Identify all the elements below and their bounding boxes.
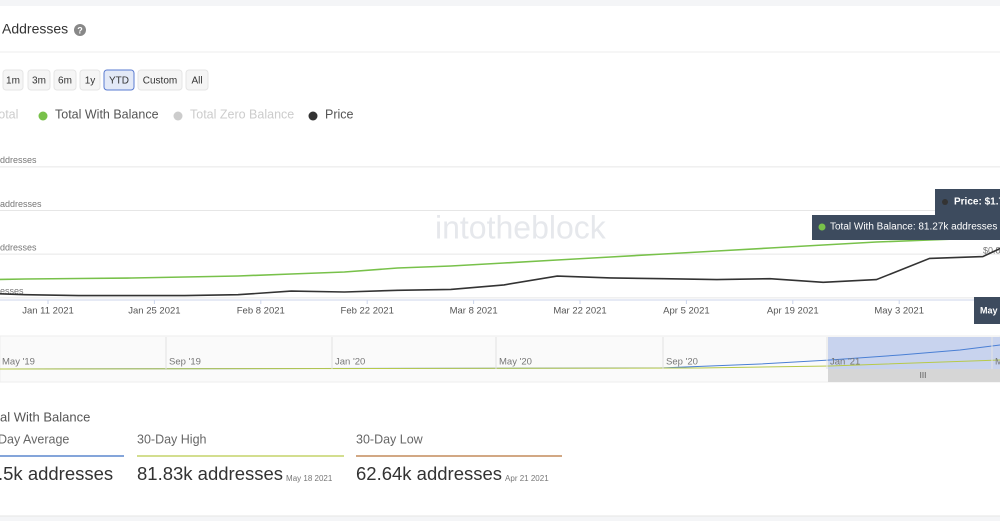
navigator-selection[interactable] [828, 337, 1000, 369]
series-line [0, 236, 1000, 281]
x-tick-label: Mar 22 2021 [553, 306, 606, 317]
navigator-scrollbar[interactable] [828, 369, 1000, 382]
help-icon[interactable] [74, 24, 86, 36]
navigator-line [0, 359, 1000, 370]
navigator-label: May '20 [499, 357, 532, 368]
crosshair-label-box [974, 297, 1000, 324]
navigator-label: Sep '19 [169, 357, 201, 368]
stat-value: .5k addresses [0, 463, 113, 484]
y-tick-label: ddresses [0, 155, 37, 165]
range-button-label: All [191, 76, 202, 87]
legend-label[interactable]: Total With Balance [55, 107, 159, 121]
range-button[interactable] [2, 69, 24, 91]
panel [0, 6, 1000, 516]
x-tick-label: Apr 5 2021 [663, 306, 709, 317]
x-tick-label: Jan 11 2021 [22, 306, 74, 317]
legend-label[interactable]: Total [0, 107, 18, 121]
legend-label[interactable]: Price [325, 107, 354, 121]
stat-label: 30-Day High [137, 432, 207, 446]
crosshair-label: May [980, 305, 998, 315]
tooltip-dot [818, 223, 826, 231]
legend-dot[interactable] [308, 111, 318, 121]
range-button-label: 1y [85, 76, 96, 87]
legend-label[interactable]: Total Zero Balance [190, 107, 294, 121]
navigator-label: Jan '21 [830, 357, 860, 368]
stat-label: Day Average [0, 432, 69, 446]
x-tick-label: Mar 8 2021 [450, 306, 498, 317]
y-tick-label: addresses [0, 199, 42, 209]
tooltip-dot [942, 199, 948, 205]
range-button[interactable] [53, 69, 77, 91]
range-button-label: 3m [32, 76, 46, 87]
navigator-label: Jan '20 [335, 357, 365, 368]
stat-date: May 18 2021 [286, 474, 333, 483]
x-tick-label: Feb 22 2021 [341, 306, 394, 317]
y-tick-label: ddresses [0, 243, 37, 253]
navigator-label: Sep '20 [666, 357, 698, 368]
title: Addresses [2, 21, 68, 37]
series-line [0, 247, 1000, 297]
scroll-grip: III [920, 371, 927, 380]
x-tick-label: Feb 8 2021 [237, 306, 285, 317]
y-tick-label: esses [0, 286, 24, 296]
range-button-label: 6m [58, 76, 72, 87]
navigator-label: May [995, 357, 1000, 368]
x-tick-label: Jan 25 2021 [128, 306, 180, 317]
tooltip [812, 215, 1000, 240]
stat-value: 81.83k addresses [137, 463, 283, 484]
tooltip-text: Price: $1.7 [954, 197, 1000, 208]
range-button[interactable] [137, 69, 183, 91]
range-button[interactable] [27, 69, 51, 91]
range-button-label: 1m [6, 76, 20, 87]
range-button[interactable] [79, 69, 101, 91]
stat-value: 62.64k addresses [356, 463, 502, 484]
stat-date: Apr 21 2021 [505, 474, 549, 483]
navigator-label: May '19 [2, 357, 35, 368]
watermark: intotheblock [435, 209, 607, 245]
legend-dot[interactable] [173, 111, 183, 121]
y2-tick-label: $0.8 [983, 246, 1000, 256]
x-tick-label: May 3 2021 [874, 306, 924, 317]
range-button[interactable] [185, 69, 209, 91]
legend-dot[interactable] [38, 111, 48, 121]
range-button-label: Custom [143, 76, 177, 87]
range-button[interactable] [103, 69, 135, 91]
range-button-label: YTD [109, 76, 129, 87]
stats-title: al With Balance [0, 409, 90, 424]
help-icon-glyph: ? [77, 25, 83, 35]
x-tick-label: Apr 19 2021 [767, 306, 819, 317]
stat-label: 30-Day Low [356, 432, 424, 446]
tooltip-text: Total With Balance: 81.27k addresses [830, 222, 997, 233]
